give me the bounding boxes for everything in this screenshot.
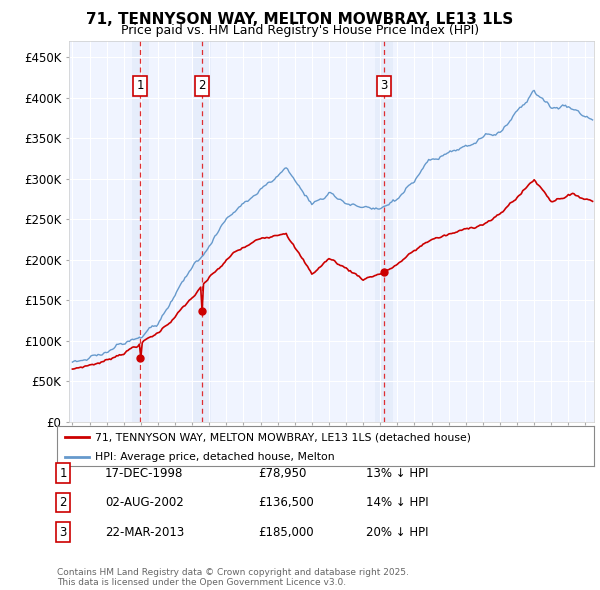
- Text: 17-DEC-1998: 17-DEC-1998: [105, 467, 184, 480]
- Text: 2: 2: [59, 496, 67, 509]
- Bar: [193, 41, 211, 422]
- Text: £136,500: £136,500: [258, 496, 314, 509]
- Text: 1: 1: [136, 79, 144, 92]
- Text: 71, TENNYSON WAY, MELTON MOWBRAY, LE13 1LS (detached house): 71, TENNYSON WAY, MELTON MOWBRAY, LE13 1…: [95, 432, 470, 442]
- Text: 13% ↓ HPI: 13% ↓ HPI: [366, 467, 428, 480]
- Text: Contains HM Land Registry data © Crown copyright and database right 2025.
This d: Contains HM Land Registry data © Crown c…: [57, 568, 409, 587]
- Text: 02-AUG-2002: 02-AUG-2002: [105, 496, 184, 509]
- Text: £78,950: £78,950: [258, 467, 307, 480]
- Text: Price paid vs. HM Land Registry's House Price Index (HPI): Price paid vs. HM Land Registry's House …: [121, 24, 479, 37]
- Text: 3: 3: [380, 79, 388, 92]
- Text: 20% ↓ HPI: 20% ↓ HPI: [366, 526, 428, 539]
- Text: HPI: Average price, detached house, Melton: HPI: Average price, detached house, Melt…: [95, 453, 334, 463]
- Text: 3: 3: [59, 526, 67, 539]
- Text: 14% ↓ HPI: 14% ↓ HPI: [366, 496, 428, 509]
- Bar: [131, 41, 149, 422]
- Text: 1: 1: [59, 467, 67, 480]
- Bar: [376, 41, 392, 422]
- Text: 2: 2: [198, 79, 206, 92]
- Text: 71, TENNYSON WAY, MELTON MOWBRAY, LE13 1LS: 71, TENNYSON WAY, MELTON MOWBRAY, LE13 1…: [86, 12, 514, 27]
- Text: 22-MAR-2013: 22-MAR-2013: [105, 526, 184, 539]
- Text: £185,000: £185,000: [258, 526, 314, 539]
